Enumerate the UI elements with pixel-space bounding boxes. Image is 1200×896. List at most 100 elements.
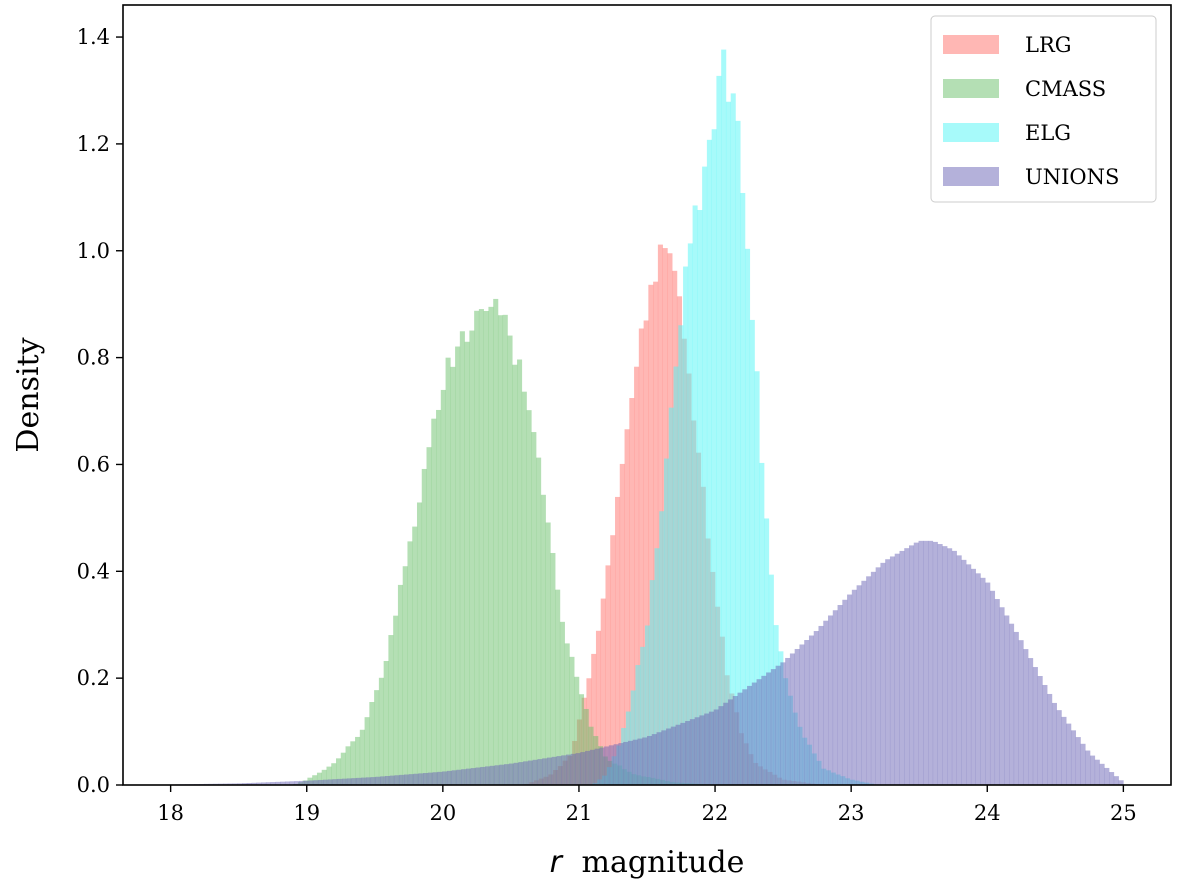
- histogram-bar: [437, 771, 443, 785]
- histogram-bar: [856, 585, 862, 785]
- histogram-bar: [478, 309, 484, 785]
- x-tick-label: 25: [1110, 801, 1137, 825]
- histogram-bar: [789, 653, 795, 785]
- histogram-bar: [994, 599, 1000, 785]
- histogram-bar: [507, 335, 513, 785]
- histogram-bar: [336, 758, 342, 785]
- histogram-bar: [440, 389, 446, 785]
- histogram-bar: [316, 772, 323, 785]
- histogram-bar: [951, 550, 957, 785]
- histogram-bar: [545, 522, 551, 785]
- y-axis: 0.0 0.2 0.4 0.6 0.8 1.0 1.2 1.4: [77, 25, 123, 797]
- histogram-bar: [659, 511, 665, 785]
- x-tick-label: 21: [566, 801, 593, 825]
- histogram-bar: [716, 75, 722, 785]
- histogram-bar: [1028, 658, 1034, 785]
- histogram-bar: [683, 266, 689, 785]
- legend-label: UNIONS: [1025, 165, 1119, 189]
- histogram-bar: [451, 770, 457, 785]
- histogram-bar: [970, 568, 976, 785]
- histogram-bar: [711, 129, 717, 786]
- histogram-bar: [261, 782, 267, 785]
- histogram-bar: [608, 745, 614, 785]
- histogram-bar: [436, 409, 442, 785]
- histogram-bar: [383, 661, 389, 785]
- histogram-bar: [456, 769, 462, 785]
- histogram-bar: [880, 562, 886, 785]
- legend-label: ELG: [1025, 121, 1071, 145]
- x-axis-variable: r: [550, 845, 564, 880]
- histogram-bar: [540, 494, 546, 785]
- histogram-bar: [402, 566, 408, 785]
- histogram-bar: [323, 779, 329, 785]
- histogram-bar: [692, 205, 698, 785]
- histogram-bar: [523, 761, 529, 785]
- histogram-bar: [961, 559, 967, 785]
- histogram-bar: [321, 769, 327, 785]
- histogram-bar: [1066, 723, 1072, 785]
- histogram-bar: [754, 371, 760, 785]
- histogram-bar: [1018, 640, 1024, 785]
- x-tick-label: 20: [429, 801, 456, 825]
- histogram-bar: [947, 548, 953, 785]
- histogram-bar: [766, 672, 772, 785]
- histogram-bar: [494, 765, 500, 785]
- histogram-bar: [580, 752, 586, 785]
- series-cmass: [293, 298, 713, 785]
- histogram-bar: [465, 768, 472, 785]
- histogram-bar: [687, 243, 693, 786]
- histogram-bar: [370, 777, 376, 785]
- histogram-bar: [1037, 676, 1043, 785]
- histogram-bar: [1032, 667, 1038, 785]
- histogram-bar: [737, 692, 743, 785]
- histogram-bar: [423, 773, 429, 785]
- histogram-bar: [656, 732, 662, 785]
- y-tick-label: 1.0: [77, 239, 110, 263]
- histogram-bar: [932, 541, 938, 785]
- histogram-bar: [393, 615, 399, 785]
- histogram-bar: [885, 559, 891, 785]
- histogram-bar: [480, 766, 486, 785]
- histogram-bar: [299, 780, 305, 785]
- histogram-bar: [918, 540, 924, 785]
- histogram-bar: [489, 765, 495, 785]
- histogram-bar: [670, 726, 676, 785]
- histogram-bar: [744, 248, 751, 785]
- histogram-bar: [375, 776, 381, 785]
- histogram-bar: [685, 721, 691, 785]
- histogram-bar: [699, 715, 705, 785]
- histogram-bar: [624, 429, 630, 785]
- histogram-bar: [518, 762, 524, 785]
- legend-swatch: [943, 79, 999, 98]
- histogram-bar: [654, 548, 660, 785]
- histogram-bar: [794, 648, 800, 785]
- histogram-bar: [675, 724, 681, 785]
- histogram-bar: [488, 306, 494, 785]
- histogram-bar: [470, 768, 476, 785]
- y-tick-label: 1.4: [77, 25, 110, 49]
- histogram-bar: [574, 676, 580, 785]
- histogram-bar: [527, 760, 533, 785]
- histogram-bar: [369, 702, 375, 785]
- histogram-bar: [689, 719, 695, 785]
- histogram-bar: [446, 770, 452, 785]
- histogram-bar: [966, 564, 972, 785]
- legend: LRG CMASS ELG UNIONS: [930, 15, 1157, 203]
- histogram-bar: [459, 331, 465, 785]
- histogram-bar: [280, 781, 286, 785]
- histogram-bar: [455, 346, 461, 785]
- histogram-bar: [640, 646, 646, 785]
- histogram-bar: [350, 741, 356, 785]
- histogram-bar: [808, 635, 815, 785]
- histogram-bar: [866, 576, 872, 785]
- histogram-bar: [615, 496, 621, 785]
- histogram-bar: [851, 589, 857, 785]
- histogram-bar: [380, 776, 386, 785]
- histogram-bar: [889, 556, 896, 785]
- histogram-bar: [246, 782, 252, 785]
- histogram-bar: [351, 778, 357, 785]
- histogram-bar: [469, 330, 475, 785]
- histogram-bar: [504, 764, 510, 785]
- histogram-bar: [764, 518, 770, 785]
- histogram-bar: [346, 778, 352, 785]
